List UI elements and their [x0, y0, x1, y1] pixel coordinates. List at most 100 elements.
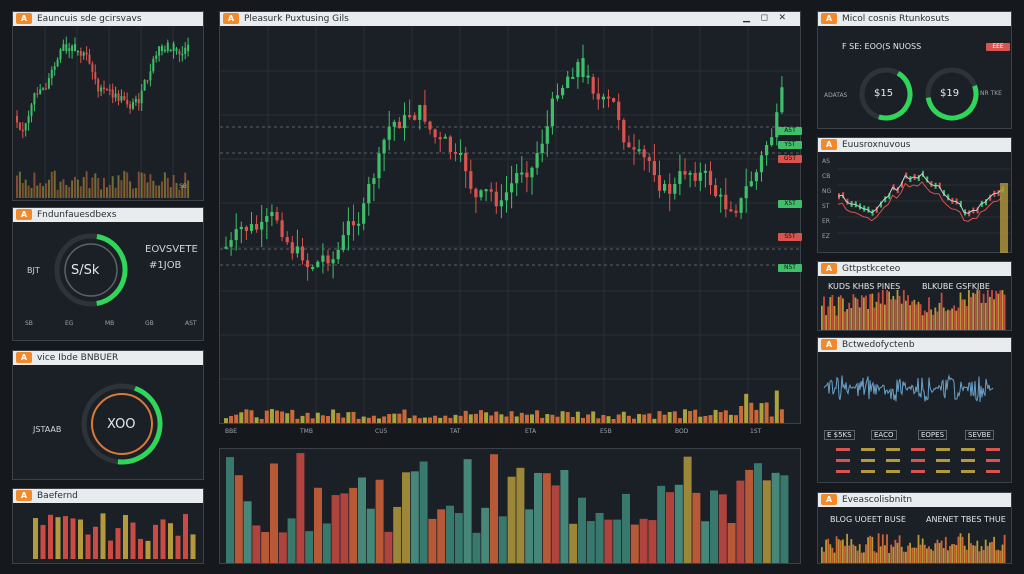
volume-histogram-bar [454, 513, 463, 563]
candle-body [88, 54, 91, 64]
candle-body [178, 51, 181, 55]
candle-body [30, 104, 33, 116]
volume-histogram-bar [560, 470, 569, 563]
volume-bar [259, 418, 264, 423]
histogram-bar [930, 549, 932, 563]
histogram-bar [839, 295, 842, 330]
candlestick-chart[interactable] [220, 27, 800, 423]
candle-body [129, 104, 132, 109]
candle-body [36, 93, 39, 95]
histogram-bar [829, 297, 832, 330]
histogram-bar [955, 545, 958, 563]
volume-bar [129, 181, 132, 198]
right-gauges-title: A Micol cosnis Rtunkosuts [818, 12, 1011, 26]
volume-bar [555, 416, 560, 423]
volume-bar [275, 410, 279, 423]
histogram-bar [844, 545, 846, 563]
histogram-bar [865, 544, 867, 563]
histogram-bar [825, 539, 827, 563]
candle-body [39, 89, 42, 94]
histogram-bar [963, 545, 966, 563]
volume-histogram-bar [754, 463, 762, 563]
candle-body [448, 136, 452, 152]
volume-bar [132, 188, 134, 198]
candle-body [71, 45, 74, 51]
volume-bar [754, 409, 759, 423]
volume-bar [18, 171, 21, 198]
minimize-icon[interactable]: ▁ [743, 13, 750, 23]
sparkline-panel: A Eauncuis sde gcirsvavs SB [12, 11, 204, 201]
volume-histogram-bar [463, 459, 472, 563]
volume-bar [280, 411, 285, 423]
histogram-bar [902, 551, 905, 563]
side-bar [1000, 183, 1008, 253]
histogram-bar [930, 309, 932, 330]
volume-bar [499, 414, 504, 423]
volume-bar [616, 414, 621, 423]
volume-histogram-bar [349, 487, 358, 563]
candle-body [105, 89, 108, 91]
volume-histogram-bar [604, 519, 613, 563]
small-histogram-bar [190, 534, 196, 559]
candle-body [535, 153, 539, 168]
candle-body [82, 52, 85, 56]
volume-bar [229, 415, 234, 423]
right-chart-y-axis: AS CB NG ST ER EZ [822, 158, 838, 248]
histogram-bar [968, 533, 970, 563]
volume-histogram-bar [525, 509, 534, 563]
volume-histogram-bar [366, 508, 375, 563]
volume-bar [586, 414, 591, 423]
x-axis-label: ETA [525, 428, 537, 435]
gauge1-axis: SB EG MB GB AST [25, 320, 197, 330]
volume-bar [519, 412, 524, 423]
volume-histogram-bar [613, 519, 622, 563]
candle-body [229, 240, 233, 247]
volume-histogram-bar [234, 475, 243, 563]
histogram-bar [986, 290, 989, 330]
candle-body [275, 211, 279, 221]
histogram-bar [980, 546, 983, 563]
histogram-bar [917, 301, 920, 330]
volume-histogram-bar [507, 476, 516, 563]
candle-body [149, 71, 152, 81]
small-histogram-bar [78, 519, 83, 559]
histogram-bar [890, 544, 893, 563]
histogram-bar [993, 536, 995, 563]
volume-histogram-bar [666, 492, 674, 563]
candle-body [606, 96, 611, 99]
candle-body [683, 171, 687, 175]
histogram-bar [961, 536, 964, 563]
volume-bar [47, 179, 50, 198]
candle-body [255, 224, 259, 230]
volume-histogram-bar [419, 461, 428, 563]
volume-bar [65, 185, 68, 198]
histogram-bar [909, 305, 911, 330]
histogram-bar [902, 290, 905, 330]
volume-bar [108, 184, 111, 198]
volume-bar [662, 414, 667, 423]
volume-histogram-bar [481, 507, 490, 563]
volume-bar [290, 409, 295, 423]
candle-body [351, 221, 356, 226]
histogram-bar [886, 290, 888, 330]
volume-histogram-bar [586, 521, 595, 563]
close-icon[interactable]: ✕ [778, 13, 786, 23]
gauge1-ring [54, 233, 128, 307]
small-histogram-bar [33, 518, 38, 559]
candle-body [362, 203, 366, 224]
histogram-bar [831, 547, 834, 563]
volume-bar [438, 417, 443, 423]
histogram-bar [875, 552, 878, 563]
candle-body [108, 89, 111, 91]
maximize-icon[interactable]: ◻ [760, 13, 768, 23]
right-bottom-left-label: BLOG UOEET BUSE [830, 515, 906, 524]
table-cell [886, 459, 900, 462]
volume-histogram-bar [762, 480, 771, 563]
candle-body [438, 137, 442, 140]
right-histogram-bars [821, 290, 1006, 330]
volume-bar [234, 414, 239, 423]
table-cell [986, 470, 1000, 473]
candle-body [387, 126, 391, 140]
small-histogram-bar [63, 516, 68, 559]
